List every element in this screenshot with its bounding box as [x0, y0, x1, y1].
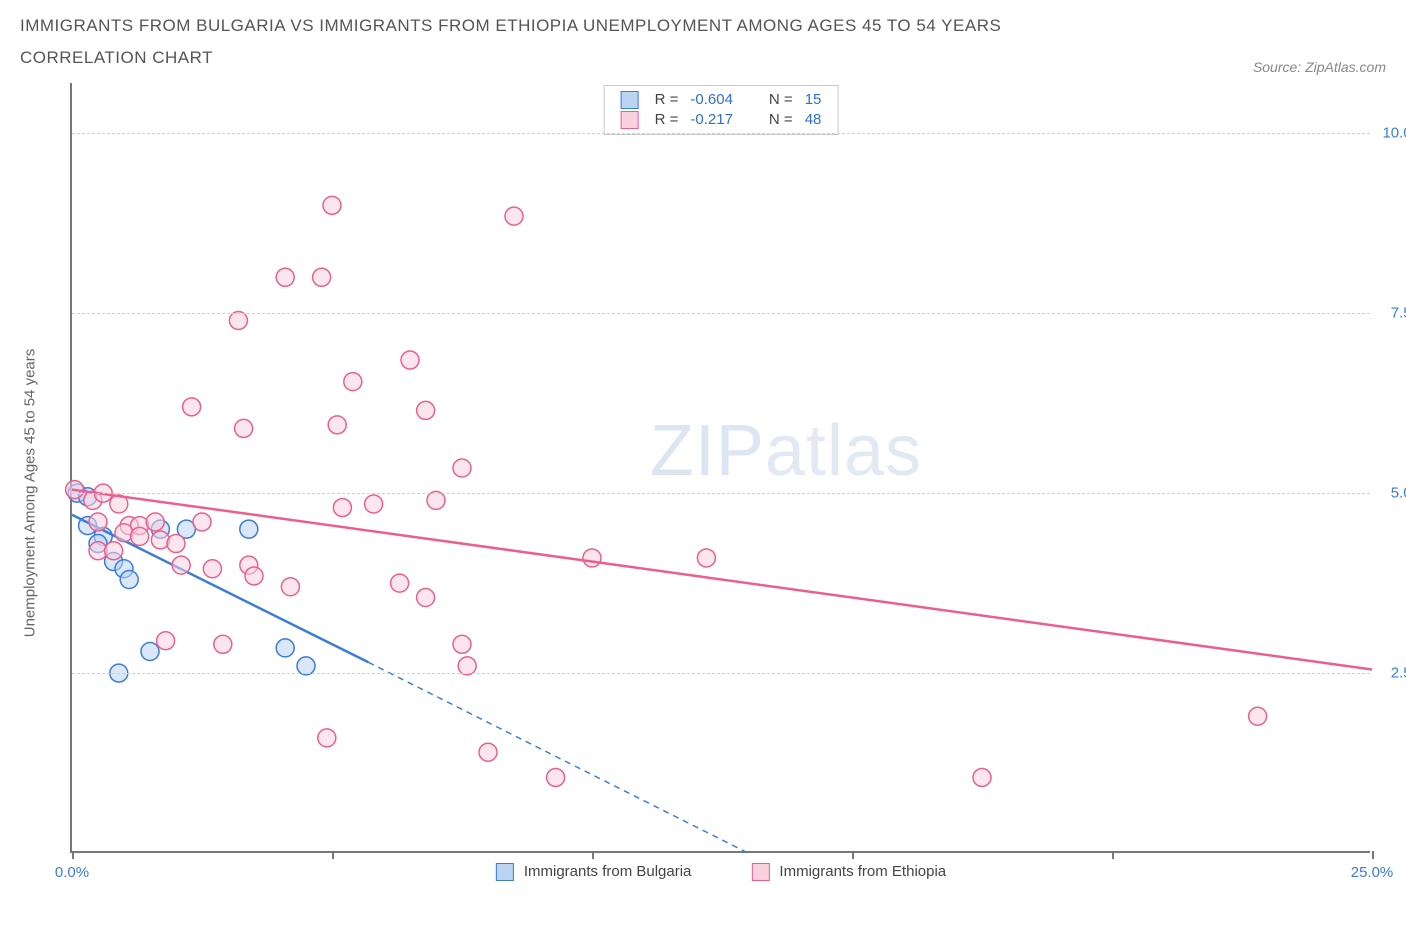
legend-item: Immigrants from Bulgaria — [496, 863, 692, 881]
chart-title: IMMIGRANTS FROM BULGARIA VS IMMIGRANTS F… — [20, 10, 1120, 75]
legend-swatch — [751, 863, 769, 881]
data-point — [131, 527, 149, 545]
data-point — [1249, 707, 1267, 725]
data-point — [157, 631, 175, 649]
legend-swatch — [621, 91, 639, 109]
n-label: N = — [763, 110, 799, 130]
source-attribution: Source: ZipAtlas.com — [1253, 59, 1386, 75]
data-point — [276, 639, 294, 657]
trend-line — [72, 489, 1372, 669]
legend-item: Immigrants from Ethiopia — [751, 863, 946, 881]
data-point — [214, 635, 232, 653]
y-axis-label: Unemployment Among Ages 45 to 54 years — [22, 348, 39, 637]
data-point — [89, 513, 107, 531]
data-point — [417, 588, 435, 606]
data-point — [183, 397, 201, 415]
r-value: -0.217 — [684, 110, 739, 130]
data-point — [240, 520, 258, 538]
r-label: R = — [649, 110, 685, 130]
scatter-svg — [72, 83, 1372, 853]
data-point — [245, 567, 263, 585]
data-point — [479, 743, 497, 761]
gridline — [72, 493, 1370, 494]
data-point — [146, 513, 164, 531]
data-point — [453, 635, 471, 653]
data-point — [697, 549, 715, 567]
data-point — [172, 556, 190, 574]
legend-stat-row: R =-0.604 N =15 — [615, 90, 828, 110]
legend-label: Immigrants from Ethiopia — [779, 863, 946, 880]
correlation-chart: Unemployment Among Ages 45 to 54 years Z… — [20, 83, 1386, 903]
legend-stats: R =-0.604 N =15 R =-0.217 N =48 — [604, 85, 839, 135]
data-point — [323, 196, 341, 214]
legend-swatch — [496, 863, 514, 881]
n-value: 15 — [799, 90, 828, 110]
data-point — [547, 768, 565, 786]
data-point — [120, 570, 138, 588]
x-tick — [332, 851, 334, 859]
r-label: R = — [649, 90, 685, 110]
x-tick — [1112, 851, 1114, 859]
data-point — [505, 207, 523, 225]
data-point — [583, 549, 601, 567]
x-tick — [72, 851, 74, 859]
legend-label: Immigrants from Bulgaria — [524, 863, 692, 880]
data-point — [318, 728, 336, 746]
legend-stat-row: R =-0.217 N =48 — [615, 110, 828, 130]
x-tick-label: 25.0% — [1351, 864, 1394, 881]
data-point — [141, 642, 159, 660]
data-point — [453, 459, 471, 477]
data-point — [193, 513, 211, 531]
n-label: N = — [763, 90, 799, 110]
plot-area: ZIPatlas R =-0.604N =15R =-0.217N =48 Im… — [70, 83, 1370, 853]
data-point — [167, 534, 185, 552]
trend-line-extrapolated — [368, 662, 748, 853]
x-tick — [852, 851, 854, 859]
y-tick-label: 5.0% — [1391, 484, 1406, 501]
data-point — [333, 498, 351, 516]
y-tick-label: 10.0% — [1382, 124, 1406, 141]
data-point — [973, 768, 991, 786]
legend-swatch — [621, 111, 639, 129]
data-point — [203, 559, 221, 577]
gridline — [72, 673, 1370, 674]
gridline — [72, 313, 1370, 314]
r-value: -0.604 — [684, 90, 739, 110]
n-value: 48 — [799, 110, 828, 130]
x-tick-label: 0.0% — [55, 864, 89, 881]
data-point — [281, 577, 299, 595]
data-point — [401, 351, 419, 369]
data-point — [105, 541, 123, 559]
data-point — [313, 268, 331, 286]
legend-series: Immigrants from Bulgaria Immigrants from … — [496, 863, 946, 881]
x-tick — [592, 851, 594, 859]
y-tick-label: 7.5% — [1391, 304, 1406, 321]
y-tick-label: 2.5% — [1391, 664, 1406, 681]
gridline — [72, 133, 1370, 134]
data-point — [391, 574, 409, 592]
data-point — [328, 415, 346, 433]
x-tick — [1372, 851, 1374, 859]
data-point — [235, 419, 253, 437]
data-point — [417, 401, 435, 419]
data-point — [344, 372, 362, 390]
data-point — [365, 495, 383, 513]
data-point — [276, 268, 294, 286]
